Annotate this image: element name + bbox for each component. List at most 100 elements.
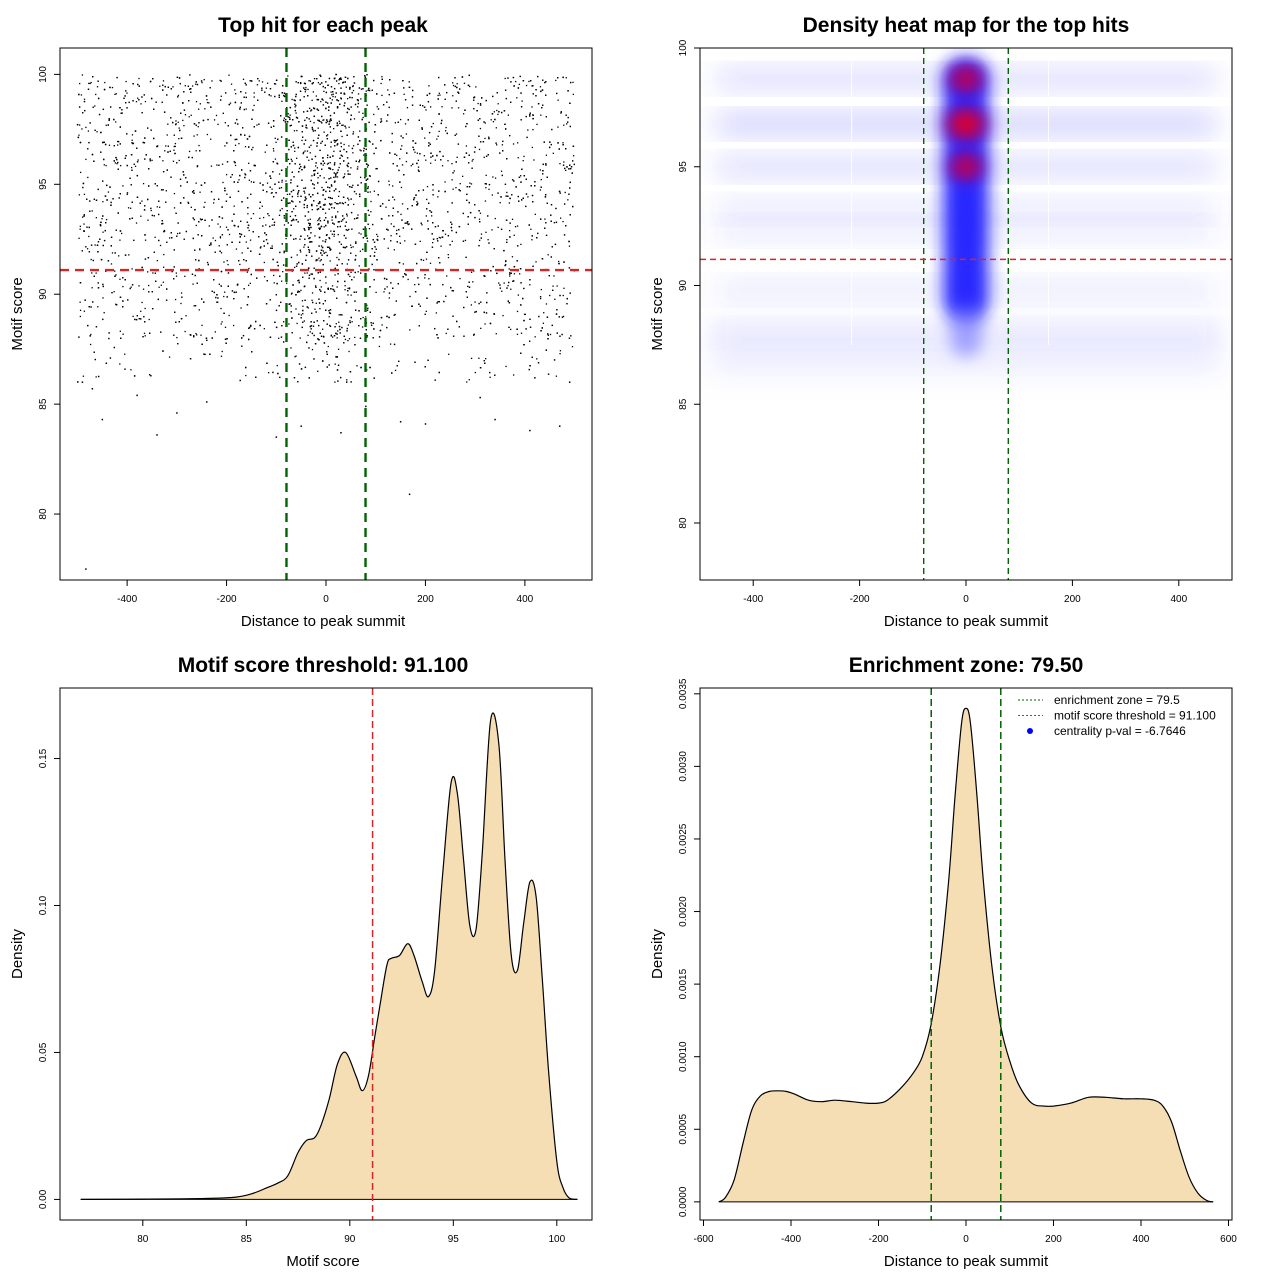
scatter-point: [357, 217, 359, 219]
scatter-point: [108, 118, 110, 120]
scatter-point: [250, 193, 252, 196]
scatter-point: [144, 307, 146, 310]
scatter-point: [327, 345, 329, 348]
scatter-point: [497, 103, 499, 105]
scatter-point: [311, 203, 313, 206]
scatter-point: [507, 77, 509, 79]
scatter-point: [325, 121, 327, 124]
scatter-point: [297, 290, 299, 292]
scatter-point: [420, 222, 422, 224]
scatter-point: [565, 169, 567, 172]
scatter-point: [314, 285, 317, 287]
scatter-point: [250, 217, 252, 220]
scatter-point: [122, 185, 124, 187]
scatter-point: [78, 336, 80, 338]
scatter-point: [506, 287, 508, 289]
scatter-point: [477, 119, 480, 121]
scatter-point: [345, 151, 348, 153]
scatter-point: [301, 300, 304, 302]
scatter-point: [234, 161, 236, 164]
scatter-point: [508, 229, 511, 232]
scatter-point: [354, 271, 356, 274]
scatter-point: [263, 245, 265, 247]
scatter-point: [434, 327, 436, 330]
scatter-point: [334, 162, 336, 164]
scatter-point: [567, 116, 569, 119]
scatter-point: [110, 204, 112, 206]
scatter-point: [414, 283, 416, 286]
scatter-point: [312, 139, 315, 142]
scatter-point: [231, 173, 233, 176]
scatter-point: [270, 247, 272, 249]
scatter-point: [544, 218, 546, 220]
scatter-point: [330, 119, 332, 122]
scatter-point: [194, 208, 196, 211]
scatter-point: [226, 161, 229, 163]
scatter-point: [292, 201, 294, 203]
scatter-point: [315, 286, 317, 288]
scatter-point: [333, 335, 336, 337]
scatter-point: [567, 90, 569, 92]
scatter-point: [148, 284, 150, 287]
scatter-point: [335, 188, 337, 190]
scatter-point: [428, 92, 431, 95]
scatter-point: [339, 225, 341, 228]
scatter-point: [359, 250, 362, 252]
scatter-point: [134, 165, 137, 167]
scatter-point: [550, 143, 552, 146]
scatter-point: [78, 124, 81, 126]
scatter-point: [286, 210, 288, 212]
scatter-point: [258, 253, 261, 255]
scatter-point: [189, 74, 191, 76]
scatter-point: [401, 203, 404, 205]
scatter-point: [528, 340, 531, 342]
scatter-point: [483, 121, 485, 123]
scatter-point: [537, 75, 539, 78]
scatter-point: [410, 165, 412, 167]
scatter-point: [238, 241, 241, 243]
scatter-point: [326, 119, 328, 121]
scatter-point: [108, 332, 110, 334]
scatter-point: [426, 198, 428, 201]
scatter-point: [322, 240, 324, 242]
scatter-point: [304, 187, 307, 189]
scatter-point: [325, 282, 327, 284]
scatter-point: [138, 85, 140, 87]
scatter-point: [107, 124, 109, 126]
scatter-point: [92, 75, 94, 78]
scatter-point: [156, 259, 159, 262]
scatter-point: [228, 233, 231, 236]
scatter-point: [266, 362, 268, 364]
scatter-point: [464, 109, 466, 111]
scatter-point: [520, 181, 522, 183]
scatter-point: [210, 138, 212, 140]
scatter-point: [317, 223, 319, 226]
scatter-point: [521, 199, 523, 201]
scatter-point: [444, 84, 446, 86]
scatter-point: [96, 244, 99, 246]
scatter-point: [311, 292, 314, 294]
scatter-point: [282, 271, 284, 273]
scatter-point: [290, 347, 292, 349]
scatter-point: [559, 294, 561, 297]
scatter-point: [306, 110, 309, 112]
scatter-point: [418, 283, 420, 286]
scatter-point: [97, 251, 99, 253]
scatter-point: [198, 144, 200, 147]
scatter-point: [556, 285, 558, 287]
scatter-point: [295, 116, 298, 119]
scatter-point: [111, 86, 114, 89]
scatter-point: [245, 374, 247, 377]
scatter-point: [204, 201, 206, 204]
scatter-point: [158, 239, 160, 242]
scatter-point: [196, 83, 199, 86]
scatter-point: [452, 82, 454, 84]
scatter-point: [132, 315, 134, 318]
scatter-point: [456, 83, 458, 85]
scatter-point: [308, 228, 310, 230]
scatter-point: [423, 155, 426, 157]
scatter-point: [484, 183, 486, 185]
scatter-point: [351, 147, 354, 150]
scatter-point: [360, 182, 362, 184]
scatter-point: [533, 159, 535, 161]
